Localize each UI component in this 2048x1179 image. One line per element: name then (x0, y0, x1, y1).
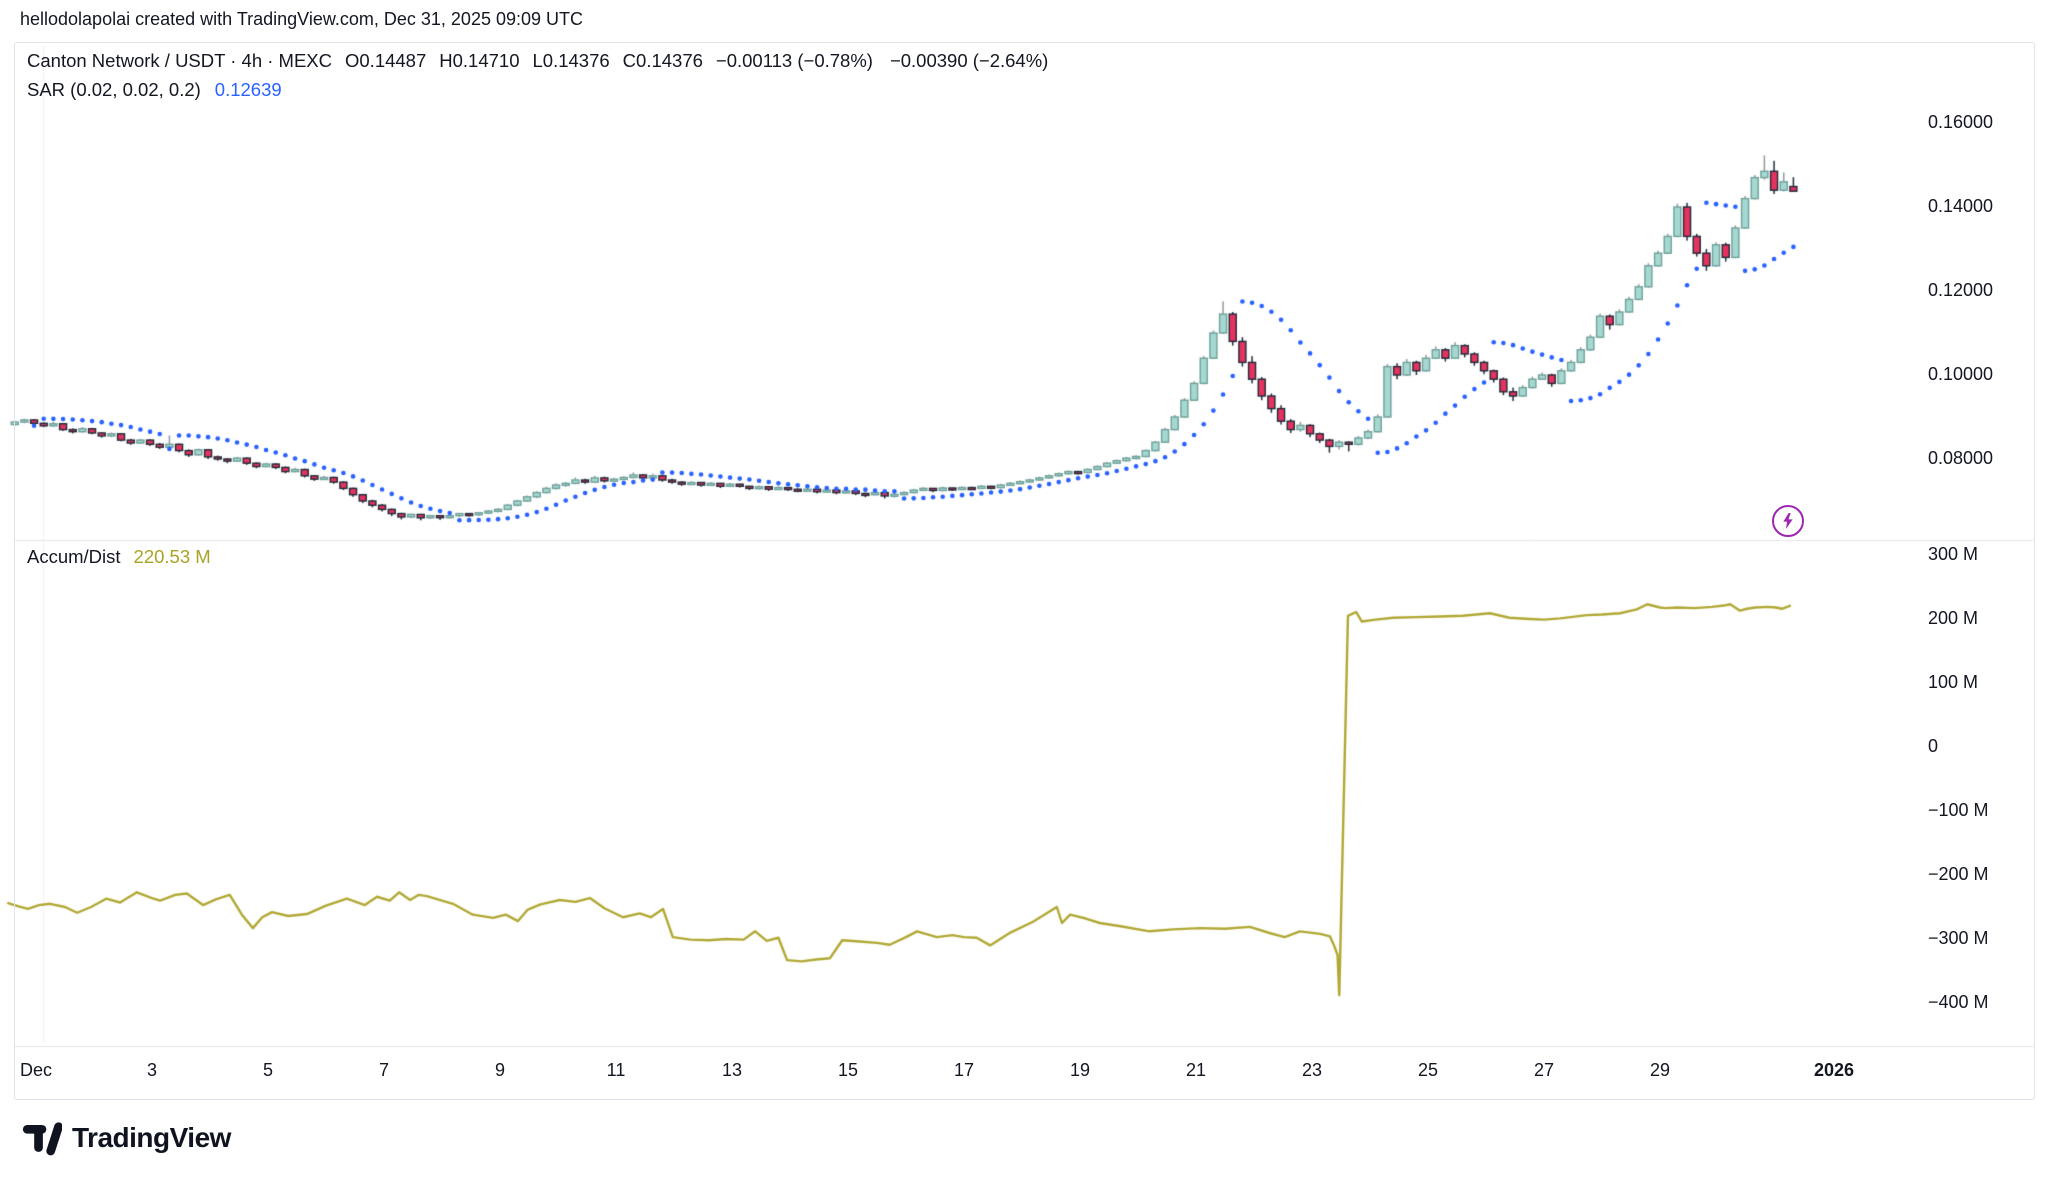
price-axis-label: 0.14000 (1928, 196, 1994, 216)
tradingview-logo-icon (22, 1122, 62, 1156)
snapshot-attribution: hellodolapolai created with TradingView.… (20, 9, 584, 29)
time-axis-label: 11 (606, 1060, 626, 1080)
time-axis-label: 15 (837, 1060, 859, 1080)
time-axis-label: 23 (1301, 1060, 1323, 1080)
ohlc-high: H0.14710 (439, 50, 520, 71)
lightning-icon (1783, 513, 1793, 529)
sar-indicator-legend[interactable]: SAR (0.02, 0.02, 0.2) 0.12639 (27, 79, 282, 101)
sar-indicator-name: SAR (0.02, 0.02, 0.2) (27, 79, 201, 100)
volume-axis-label: −100 M (1928, 800, 1989, 820)
change-total: −0.00390 (−2.64%) (889, 50, 1049, 71)
time-axis-label: 19 (1069, 1060, 1091, 1080)
time-axis-label: 21 (1185, 1060, 1207, 1080)
time-axis-label: 29 (1649, 1060, 1671, 1080)
price-axis-label: 0.08000 (1928, 448, 1994, 468)
ohlc-low: L0.14376 (532, 50, 610, 71)
volume-axis-label: −400 M (1928, 992, 1989, 1012)
time-axis-label: 9 (494, 1060, 506, 1080)
price-axis-label: 0.16000 (1928, 112, 1994, 132)
accum-dist-name: Accum/Dist (27, 546, 121, 567)
volume-axis-label: 200 M (1928, 608, 1979, 628)
sar-indicator-value: 0.12639 (214, 79, 282, 100)
tradingview-logo[interactable]: TradingView (22, 1120, 231, 1156)
time-axis-label: 7 (378, 1060, 390, 1080)
time-axis-label: 3 (146, 1060, 158, 1080)
time-axis-label: 17 (953, 1060, 975, 1080)
volume-axis-label: −200 M (1928, 864, 1989, 884)
time-axis-label: 25 (1417, 1060, 1439, 1080)
ohlc-close: C0.14376 (622, 50, 703, 71)
volume-axis-label: 100 M (1928, 672, 1979, 692)
time-axis-label: Dec (19, 1060, 53, 1080)
symbol-legend[interactable]: Canton Network / USDT · 4h · MEXC O0.1448… (27, 50, 1065, 72)
accum-dist-value: 220.53 M (133, 546, 211, 567)
tradingview-logo-text: TradingView (72, 1122, 231, 1153)
symbol-title: Canton Network / USDT · 4h · MEXC (27, 50, 332, 71)
time-axis-label: 13 (721, 1060, 743, 1080)
price-axis-label: 0.12000 (1928, 280, 1994, 300)
accum-dist-legend[interactable]: Accum/Dist 220.53 M (27, 546, 211, 568)
change-absolute: −0.00113 (−0.78%) (715, 50, 873, 71)
time-axis-label: 27 (1533, 1060, 1555, 1080)
time-axis-label: 2026 (1813, 1060, 1855, 1080)
volume-axis-label: 0 (1928, 736, 1939, 756)
time-axis-label: 5 (262, 1060, 274, 1080)
volume-axis-label: 300 M (1928, 544, 1979, 564)
price-axis-label: 0.10000 (1928, 364, 1994, 384)
volume-axis-label: −300 M (1928, 928, 1989, 948)
flash-boost-button[interactable] (1772, 505, 1804, 537)
ohlc-open: O0.14487 (345, 50, 427, 71)
